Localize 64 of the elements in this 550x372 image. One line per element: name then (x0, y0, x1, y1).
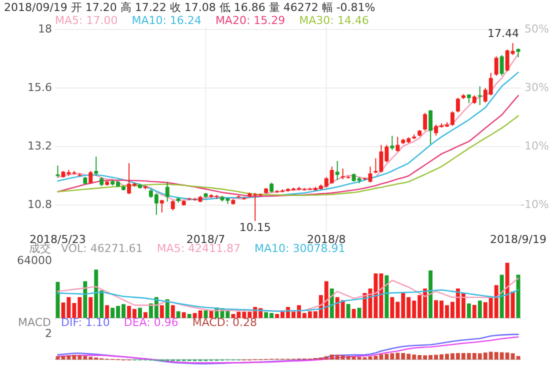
x-tick-label: 2018/9/19 (490, 233, 546, 246)
bar (346, 304, 350, 318)
bar (143, 312, 148, 318)
annotation: 17.44 (488, 27, 519, 40)
bar (176, 311, 180, 318)
series-label: VOL: 46271.61 (61, 242, 143, 255)
candlestick (100, 176, 104, 187)
y-tick-label: 10.8 (28, 198, 52, 212)
y2-tick-label: 10% (524, 140, 549, 153)
bar (478, 300, 482, 318)
bar (105, 305, 110, 318)
candlestick (450, 110, 454, 126)
bar (170, 305, 175, 318)
line-series (57, 94, 519, 198)
y-tick-label: 15.6 (28, 81, 52, 94)
y2-tick-label: -10% (520, 198, 549, 212)
candlestick (160, 199, 164, 213)
candlestick (428, 109, 433, 145)
text: DEA: 0.96 (124, 316, 178, 329)
text: 64000 (17, 254, 52, 268)
bar (352, 308, 356, 318)
candlestick (56, 165, 60, 178)
candlestick (423, 112, 428, 132)
candlestick (335, 160, 340, 181)
text: MACD: 0.28 (192, 316, 258, 329)
y2-tick-label: 30% (524, 81, 549, 94)
text: MA5: 42411.87 (156, 242, 241, 255)
bar (160, 305, 164, 318)
bar (88, 297, 93, 318)
candlestick (165, 181, 170, 202)
bar (83, 281, 88, 318)
candlestick (94, 156, 98, 176)
candlestick (494, 56, 498, 76)
bar (187, 314, 192, 318)
annotation: 10.15 (239, 221, 271, 234)
text: MA10: 30078.91 (254, 242, 346, 255)
text: MA30: 14.46 (299, 14, 369, 27)
bar (138, 308, 142, 318)
candlestick (88, 170, 93, 184)
candlestick (456, 97, 460, 113)
text: MA10: 16.24 (132, 14, 202, 27)
y-tick-label: 18 (38, 22, 52, 36)
y-axis-title: 成交 (29, 242, 51, 255)
bar (500, 274, 504, 318)
bar (466, 303, 471, 318)
bar (428, 270, 433, 318)
candlestick (396, 136, 400, 152)
candlestick (500, 54, 504, 76)
y2-tick-label: 50% (524, 22, 549, 36)
text: DIF: 1.10 (61, 316, 110, 329)
bar (472, 304, 476, 318)
candlestick (270, 182, 274, 193)
candlestick (466, 94, 471, 104)
text: MA20: 15.29 (215, 14, 286, 27)
text: 2 (45, 327, 52, 340)
line-series (57, 115, 519, 196)
y-axis-title: MACD (18, 316, 51, 329)
candlestick (390, 135, 394, 150)
text: MA5: 17.00 (55, 14, 118, 27)
bar (384, 275, 389, 318)
chart-title: 2018/09/19 开 17.20 高 17.22 收 17.08 低 16.86 量 46272 幅 -0.81% (4, 1, 376, 14)
y-tick-label: 13.2 (28, 140, 52, 153)
candlestick (170, 200, 175, 212)
bar (182, 312, 186, 318)
